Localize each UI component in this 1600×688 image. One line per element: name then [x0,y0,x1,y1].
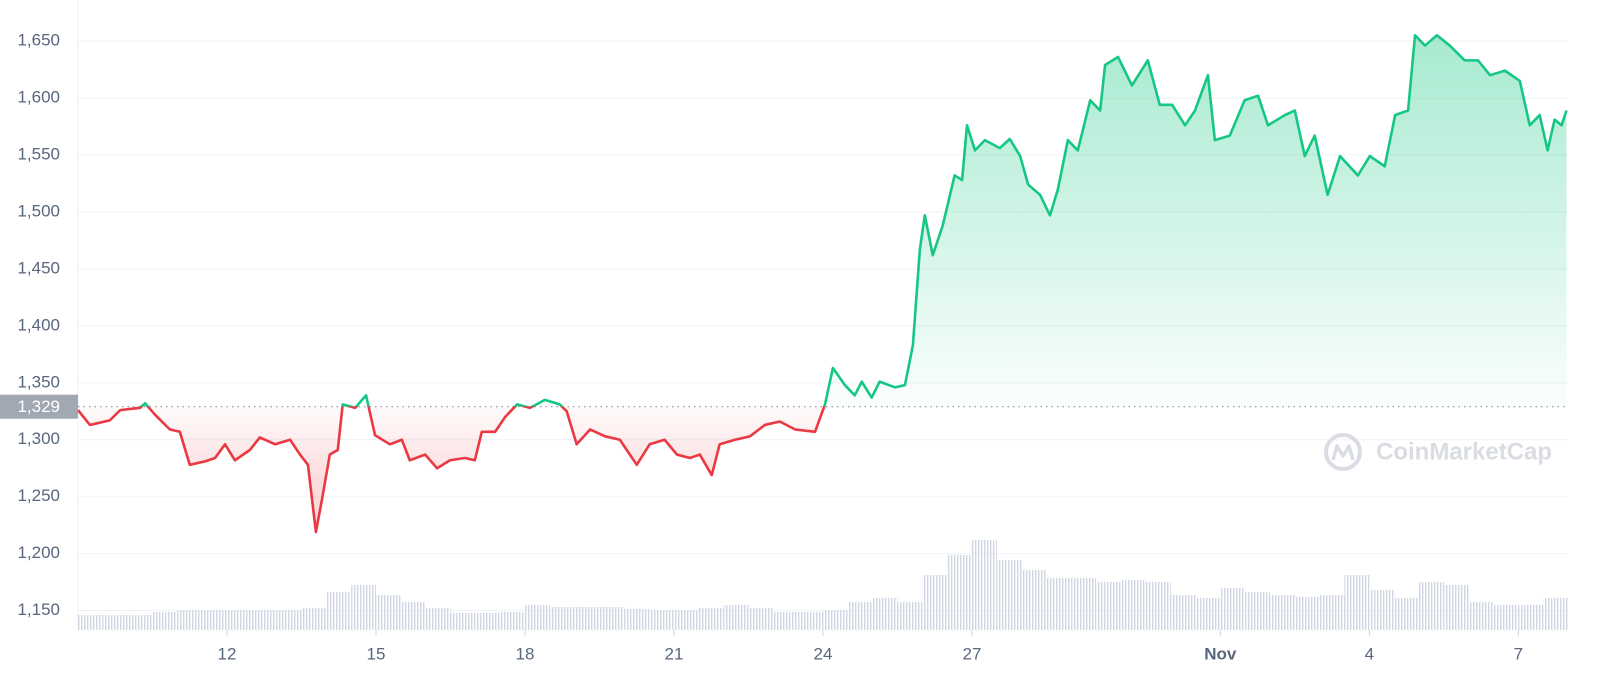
volume-bar [1096,582,1121,630]
volume-bar [1270,595,1295,630]
volume-bar [1046,578,1072,630]
volume-bar [251,610,277,630]
volume-bar [1170,595,1196,630]
volume-bar [351,585,376,630]
volume-bar [227,610,252,630]
y-tick-label: 1,600 [17,87,60,106]
x-tick-label: 12 [218,644,237,663]
volume-bar [649,610,674,630]
y-tick-label: 1,200 [17,543,60,562]
volume-bar [78,615,103,630]
volume-bar [698,608,724,630]
volume-bar [152,612,178,630]
volume-bar [326,592,352,630]
volume-bar [773,612,799,630]
volume-bar [549,607,575,630]
y-tick-label: 1,500 [17,201,60,220]
x-tick-label: 27 [963,644,982,663]
volume-bar [1145,582,1171,630]
volume-bar [1518,605,1544,630]
volume-bar [425,608,451,630]
volume-bar [450,613,476,630]
volume-bar [1319,595,1345,630]
volume-bar [475,613,501,630]
volume-bar [1220,588,1246,630]
volume-bar [947,555,972,630]
volume-bar [624,609,650,630]
volume-bar [1468,602,1494,630]
volume-bar [1419,582,1444,630]
watermark-text: CoinMarketCap [1376,438,1552,465]
watermark: CoinMarketCap [1324,433,1552,471]
volume-bar [127,615,153,630]
volume-bar [1195,598,1221,630]
y-tick-label: 1,450 [17,258,60,277]
volume-bar [525,605,550,630]
volume-bar [500,612,525,630]
volume-bar [599,607,625,630]
x-tick-label: 4 [1365,644,1374,663]
x-tick-label: 7 [1514,644,1523,663]
price-area [78,35,1567,533]
baseline-label: 1,329 [17,397,60,416]
volume-bar [1443,585,1469,630]
volume-bar [996,560,1022,630]
volume-bar [301,608,327,630]
y-tick-label: 1,150 [17,600,60,619]
volume-bar [202,610,227,630]
volume-bar [1369,590,1395,630]
volume-bar [1021,570,1047,630]
y-tick-label: 1,350 [17,372,60,391]
volume-bar [1543,598,1568,630]
volume-bar [823,610,848,630]
volume-bar [1245,592,1270,630]
volume-bar [376,595,401,630]
volume-bar [102,615,128,630]
x-tick-label: 15 [367,644,386,663]
x-tick-label: 21 [665,644,684,663]
volume-bar [674,610,699,630]
volume-bar [922,575,948,630]
volume-bar [1071,578,1097,630]
y-tick-label: 1,550 [17,144,60,163]
x-tick-label: 18 [516,644,535,663]
baseline-label-box [0,394,78,419]
volume-bar [574,607,600,630]
volume-bar [1344,575,1370,630]
volume-bar [748,608,774,630]
y-tick-label: 1,250 [17,486,60,505]
volume-bar [1121,580,1146,630]
volume-bar [1493,605,1519,630]
x-tick-label: Nov [1204,644,1237,663]
volume-bar [897,602,923,630]
y-tick-label: 1,300 [17,429,60,448]
volume-bar [177,610,203,630]
price-line [76,34,1568,534]
volume-bar [1294,597,1320,630]
volume-bar [1394,598,1419,630]
volume-bar [847,602,873,630]
volume-bar [723,605,749,630]
y-tick-label: 1,400 [17,315,60,334]
volume-bar [276,610,302,630]
volume-bar [400,602,426,630]
volume-bar [972,540,997,630]
x-tick-label: 24 [814,644,833,663]
volume-bar [872,598,898,630]
y-tick-label: 1,650 [17,30,60,49]
volume-bar [798,612,823,630]
